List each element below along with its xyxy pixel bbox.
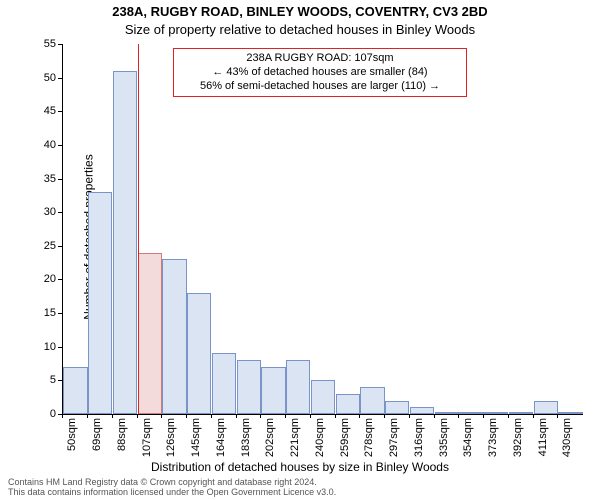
xtick-mark [87, 414, 88, 418]
ytick-label: 50 [16, 72, 56, 84]
xtick-mark [236, 414, 237, 418]
ytick-mark [58, 145, 62, 146]
xtick-mark [186, 414, 187, 418]
ytick-mark [58, 44, 62, 45]
chart-container: 238A, RUGBY ROAD, BINLEY WOODS, COVENTRY… [0, 0, 600, 500]
marker-line [138, 44, 139, 414]
xtick-label: 354sqm [462, 418, 474, 468]
footer-line2: This data contains information licensed … [8, 487, 336, 497]
bar [534, 401, 558, 414]
xtick-mark [359, 414, 360, 418]
plot-area: 238A RUGBY ROAD: 107sqm← 43% of detached… [62, 44, 583, 415]
bar [336, 394, 360, 414]
ytick-mark [58, 78, 62, 79]
ytick-label: 55 [16, 38, 56, 50]
bar [484, 412, 508, 414]
annotation-line3: 56% of semi-detached houses are larger (… [180, 80, 460, 94]
bar [187, 293, 211, 414]
ytick-mark [58, 279, 62, 280]
xtick-mark [384, 414, 385, 418]
xtick-label: 183sqm [240, 418, 252, 468]
xtick-label: 392sqm [512, 418, 524, 468]
ytick-label: 40 [16, 139, 56, 151]
ytick-label: 0 [16, 408, 56, 420]
xtick-mark [285, 414, 286, 418]
ytick-mark [58, 212, 62, 213]
xtick-mark [310, 414, 311, 418]
xtick-label: 145sqm [190, 418, 202, 468]
xtick-label: 221sqm [289, 418, 301, 468]
xtick-label: 316sqm [413, 418, 425, 468]
bar [459, 412, 483, 414]
bar [88, 192, 112, 414]
annotation-line1: 238A RUGBY ROAD: 107sqm [180, 52, 460, 66]
xtick-label: 126sqm [165, 418, 177, 468]
xtick-mark [409, 414, 410, 418]
bar [63, 367, 87, 414]
annotation-line2: ← 43% of detached houses are smaller (84… [180, 66, 460, 80]
bar [261, 367, 285, 414]
ytick-label: 20 [16, 273, 56, 285]
ytick-label: 45 [16, 105, 56, 117]
ytick-label: 30 [16, 206, 56, 218]
xtick-mark [483, 414, 484, 418]
xtick-label: 240sqm [314, 418, 326, 468]
bar [138, 253, 162, 414]
xtick-label: 373sqm [487, 418, 499, 468]
xtick-mark [137, 414, 138, 418]
xtick-mark [112, 414, 113, 418]
xtick-mark [335, 414, 336, 418]
bar [212, 353, 236, 414]
bar [286, 360, 310, 414]
bar [435, 412, 459, 414]
bar [509, 412, 533, 414]
bar [113, 71, 137, 414]
ytick-mark [58, 111, 62, 112]
xtick-label: 411sqm [537, 418, 549, 468]
xtick-mark [211, 414, 212, 418]
xtick-mark [161, 414, 162, 418]
footer-attribution: Contains HM Land Registry data © Crown c… [8, 478, 336, 498]
bar [237, 360, 261, 414]
xtick-mark [533, 414, 534, 418]
xtick-mark [260, 414, 261, 418]
xtick-mark [508, 414, 509, 418]
ytick-label: 15 [16, 307, 56, 319]
annotation-box: 238A RUGBY ROAD: 107sqm← 43% of detached… [173, 48, 467, 97]
xtick-label: 278sqm [363, 418, 375, 468]
bar [558, 412, 582, 414]
xtick-mark [557, 414, 558, 418]
xtick-label: 430sqm [561, 418, 573, 468]
xtick-label: 88sqm [116, 418, 128, 468]
footer-line1: Contains HM Land Registry data © Crown c… [8, 477, 317, 487]
xtick-mark [62, 414, 63, 418]
xtick-label: 164sqm [215, 418, 227, 468]
chart-title-main: 238A, RUGBY ROAD, BINLEY WOODS, COVENTRY… [0, 4, 600, 19]
ytick-mark [58, 313, 62, 314]
xtick-label: 335sqm [438, 418, 450, 468]
ytick-label: 35 [16, 173, 56, 185]
bar [385, 401, 409, 414]
xtick-label: 69sqm [91, 418, 103, 468]
ytick-mark [58, 246, 62, 247]
xtick-label: 107sqm [141, 418, 153, 468]
bar [360, 387, 384, 414]
bar [162, 259, 186, 414]
ytick-mark [58, 380, 62, 381]
xtick-label: 50sqm [66, 418, 78, 468]
xtick-mark [434, 414, 435, 418]
ytick-label: 5 [16, 374, 56, 386]
ytick-label: 25 [16, 240, 56, 252]
xtick-label: 297sqm [388, 418, 400, 468]
xtick-label: 259sqm [339, 418, 351, 468]
ytick-label: 10 [16, 341, 56, 353]
xtick-mark [458, 414, 459, 418]
ytick-mark [58, 347, 62, 348]
ytick-mark [58, 179, 62, 180]
bar [410, 407, 434, 414]
xtick-label: 202sqm [264, 418, 276, 468]
chart-title-sub: Size of property relative to detached ho… [0, 22, 600, 37]
bar [311, 380, 335, 414]
